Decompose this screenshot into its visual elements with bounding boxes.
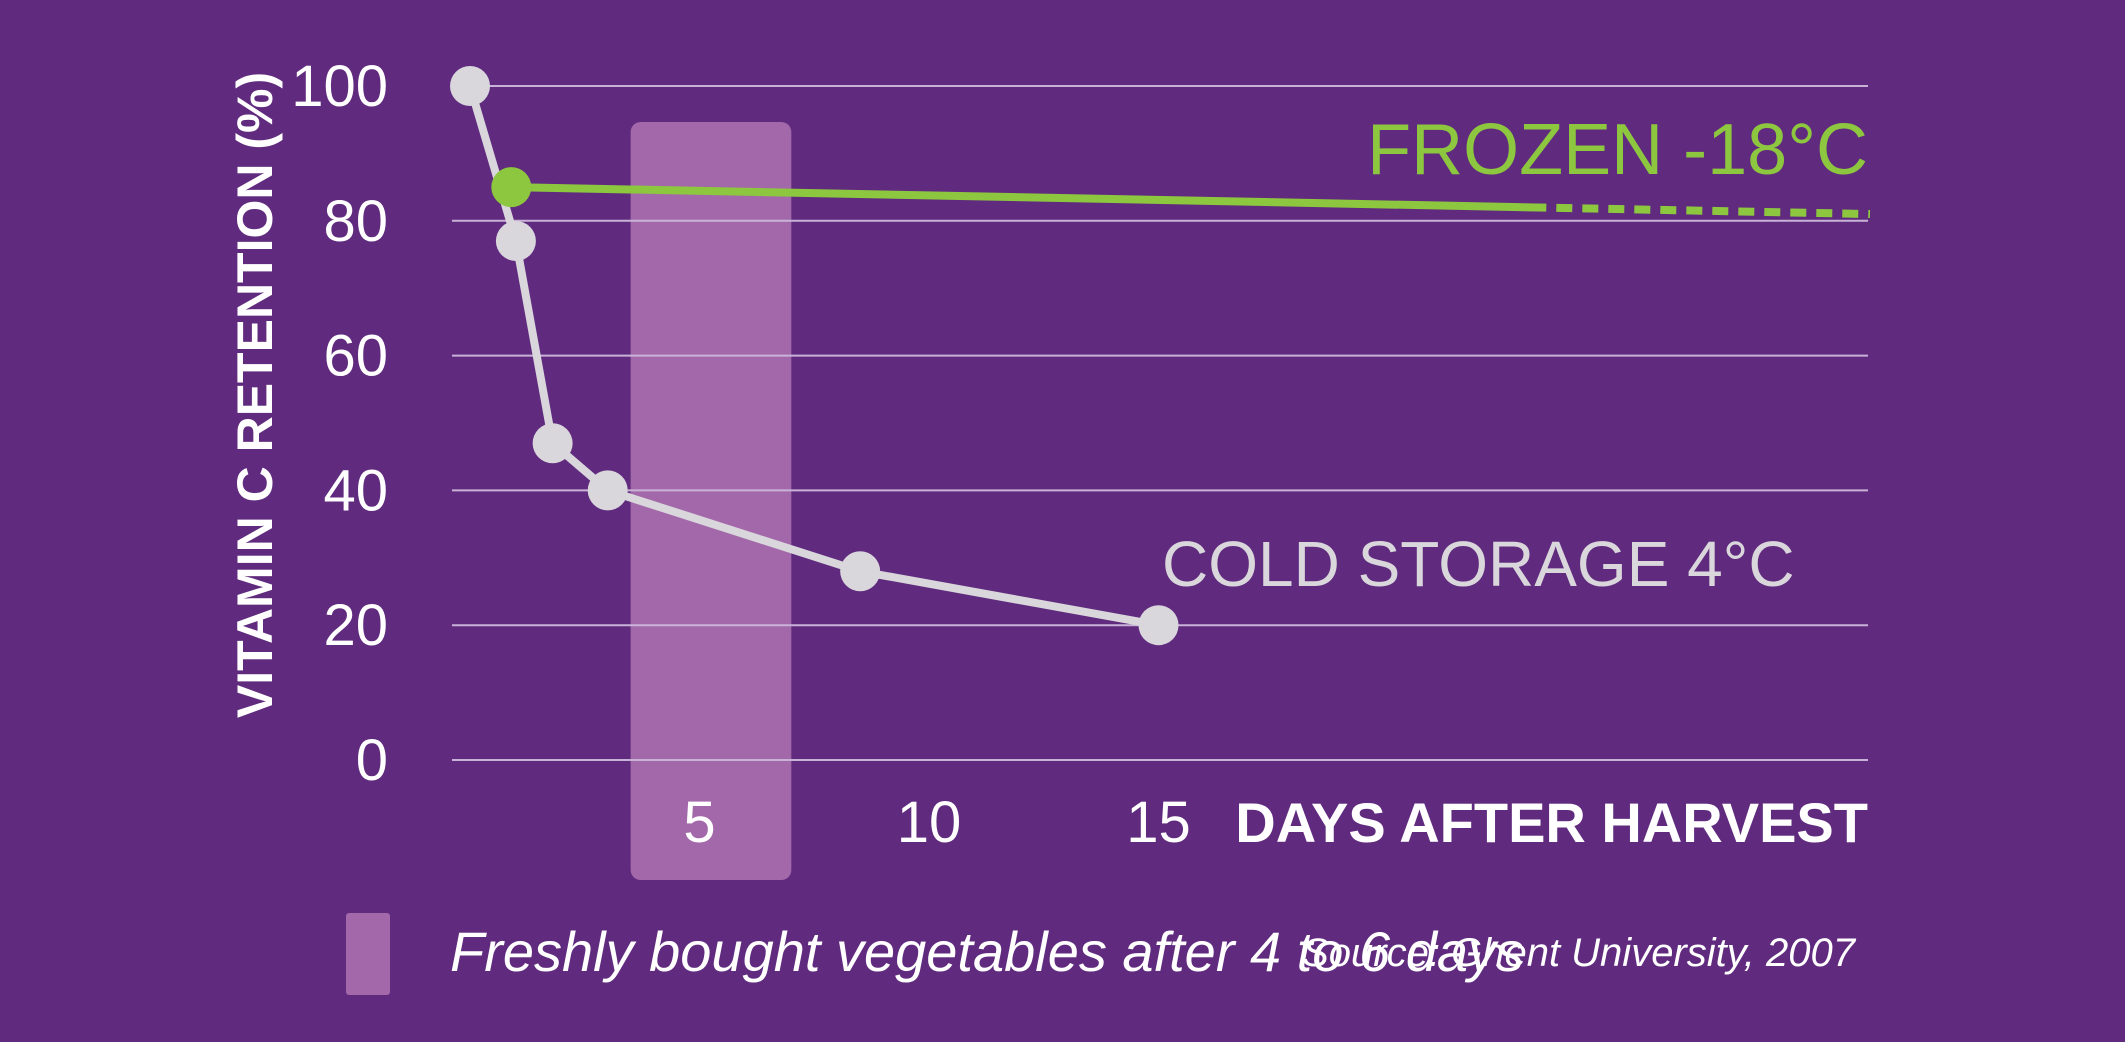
highlight-band-fresh <box>630 122 792 880</box>
series-0-point-5 <box>1138 605 1179 646</box>
series-0-point-3 <box>587 470 628 511</box>
y-tick-0: 0 <box>356 728 388 793</box>
x-tick-10: 10 <box>897 790 962 855</box>
series-0-line <box>466 82 1163 630</box>
y-tick-80: 80 <box>323 189 388 254</box>
y-tick-40: 40 <box>323 458 388 523</box>
series-0-point-1 <box>495 221 536 262</box>
x-tick-labels: 5 10 15 <box>683 790 1190 855</box>
y-tick-60: 60 <box>323 324 388 389</box>
x-tick-5: 5 <box>683 790 715 855</box>
legend-swatch <box>346 913 390 995</box>
series-1-line-dashed <box>1530 203 1871 219</box>
y-tick-100: 100 <box>291 54 388 119</box>
source-text: Source: Ghent University, 2007 <box>1302 931 1857 975</box>
x-axis-label: DAYS AFTER HARVEST <box>1235 791 1868 854</box>
series-label-frozen: FROZEN -18°C <box>1367 110 1868 190</box>
series-1-point-0 <box>491 167 532 208</box>
series-label-cold-storage: COLD STORAGE 4°C <box>1162 528 1795 600</box>
legend-label: Freshly bought vegetables after 4 to 6 d… <box>450 920 1524 983</box>
y-tick-labels: 0 20 40 60 80 100 <box>291 54 388 793</box>
series-0-point-0 <box>450 66 490 106</box>
y-tick-20: 20 <box>323 593 388 658</box>
series-layer <box>450 66 1871 646</box>
x-tick-15: 15 <box>1126 790 1191 855</box>
series-0-point-2 <box>532 423 573 464</box>
series-1-line <box>507 183 1535 212</box>
series-0-point-4 <box>840 551 881 592</box>
y-axis-label: VITAMIN C RETENTION (%) <box>227 72 283 718</box>
